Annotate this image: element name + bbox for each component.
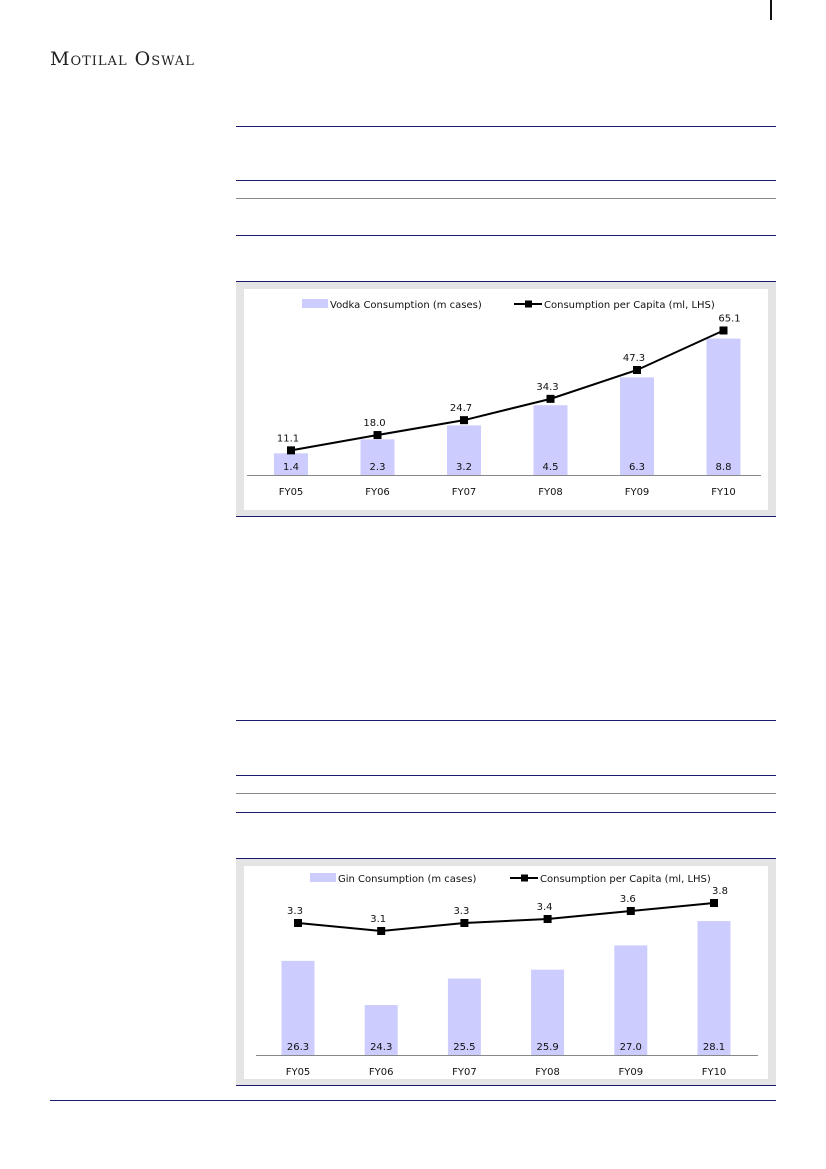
legend-line-marker (521, 874, 528, 882)
bar-value-label: 4.5 (543, 462, 559, 473)
line-value-label: 3.1 (370, 914, 386, 925)
x-tick-label: FY06 (365, 487, 390, 498)
x-tick-label: FY08 (535, 1067, 560, 1078)
bar (447, 978, 481, 1055)
divider (236, 720, 776, 721)
bar-value-label: 27.0 (620, 1042, 642, 1053)
bar-value-label: 24.3 (370, 1042, 392, 1053)
chart-canvas: Gin Consumption (m cases) Consumption per… (244, 866, 768, 1079)
line-value-label: 34.3 (536, 382, 558, 393)
legend-bar-swatch (310, 873, 336, 882)
divider (236, 793, 776, 794)
page-edge-mark (770, 0, 772, 20)
x-tick-label: FY10 (702, 1067, 727, 1078)
line-marker (633, 365, 641, 374)
bar-value-label: 28.1 (703, 1042, 725, 1053)
line-marker (460, 919, 469, 927)
line-value-label: 3.6 (620, 894, 636, 905)
divider (236, 180, 776, 181)
x-tick-label: FY07 (452, 487, 477, 498)
line-marker (543, 915, 552, 923)
bar (706, 338, 741, 475)
bar-value-label: 8.8 (716, 462, 732, 473)
line-marker (546, 394, 555, 403)
divider (236, 812, 776, 813)
legend-bar-swatch (302, 299, 328, 308)
bar (360, 439, 395, 475)
x-tick-label: FY05 (286, 1067, 311, 1078)
x-tick-label: FY08 (538, 487, 563, 498)
series-line (290, 329, 724, 452)
line-marker (377, 927, 386, 935)
bar-value-label: 25.5 (453, 1042, 475, 1053)
x-tick-label: FY07 (452, 1067, 477, 1078)
line-value-label: 18.0 (363, 418, 385, 429)
legend-line-label: Consumption per Capita (ml, LHS) (544, 300, 715, 311)
logo: Motilal Oswal (50, 48, 195, 70)
bar-value-label: 1.4 (283, 462, 299, 473)
legend-line-marker (525, 300, 532, 308)
bar-value-label: 2.3 (370, 462, 386, 473)
footer-divider (50, 1100, 776, 1101)
bar (614, 945, 648, 1055)
vodka-consumption-chart: Vodka Consumption (m cases) Consumption p… (236, 281, 776, 517)
line-marker (460, 416, 468, 425)
bar-value-label: 26.3 (287, 1042, 309, 1053)
x-tick-label: FY06 (369, 1067, 394, 1078)
legend-bar-label: Vodka Consumption (m cases) (330, 300, 482, 311)
bar (364, 1005, 398, 1055)
x-tick-label: FY09 (625, 487, 650, 498)
bar-value-label: 3.2 (456, 462, 472, 473)
line-marker (294, 919, 302, 927)
x-tick-label: FY09 (619, 1067, 644, 1078)
chart-canvas: Vodka Consumption (m cases) Consumption p… (244, 289, 768, 510)
legend-line-label: Consumption per Capita (ml, LHS) (540, 874, 711, 885)
bar (620, 377, 654, 475)
line-value-label: 3.3 (287, 906, 303, 917)
bar (281, 960, 315, 1055)
line-value-label: 47.3 (623, 353, 645, 364)
bar-value-label: 6.3 (629, 462, 645, 473)
x-tick-label: FY05 (279, 487, 304, 498)
bar-value-label: 25.9 (536, 1042, 558, 1053)
legend-bar-label: Gin Consumption (m cases) (338, 874, 476, 885)
bar (697, 921, 731, 1055)
line-value-label: 3.4 (537, 902, 553, 913)
line-value-label: 3.3 (453, 906, 469, 917)
bar (533, 405, 568, 475)
line-value-label: 11.1 (277, 433, 299, 444)
line-marker (287, 446, 295, 455)
line-marker (710, 899, 718, 907)
line-value-label: 65.1 (718, 313, 740, 324)
bar (274, 453, 308, 475)
line-marker (719, 326, 728, 335)
divider (236, 126, 776, 127)
divider (236, 198, 776, 199)
bar (531, 969, 565, 1055)
line-value-label: 24.7 (450, 403, 472, 414)
divider (236, 775, 776, 776)
divider (236, 235, 776, 236)
series-line (297, 902, 715, 933)
bar (447, 425, 481, 475)
gin-consumption-chart: Gin Consumption (m cases) Consumption per… (236, 858, 776, 1086)
x-tick-label: FY10 (711, 487, 736, 498)
line-marker (373, 431, 382, 440)
line-value-label: 3.8 (712, 886, 728, 897)
line-marker (626, 907, 635, 915)
